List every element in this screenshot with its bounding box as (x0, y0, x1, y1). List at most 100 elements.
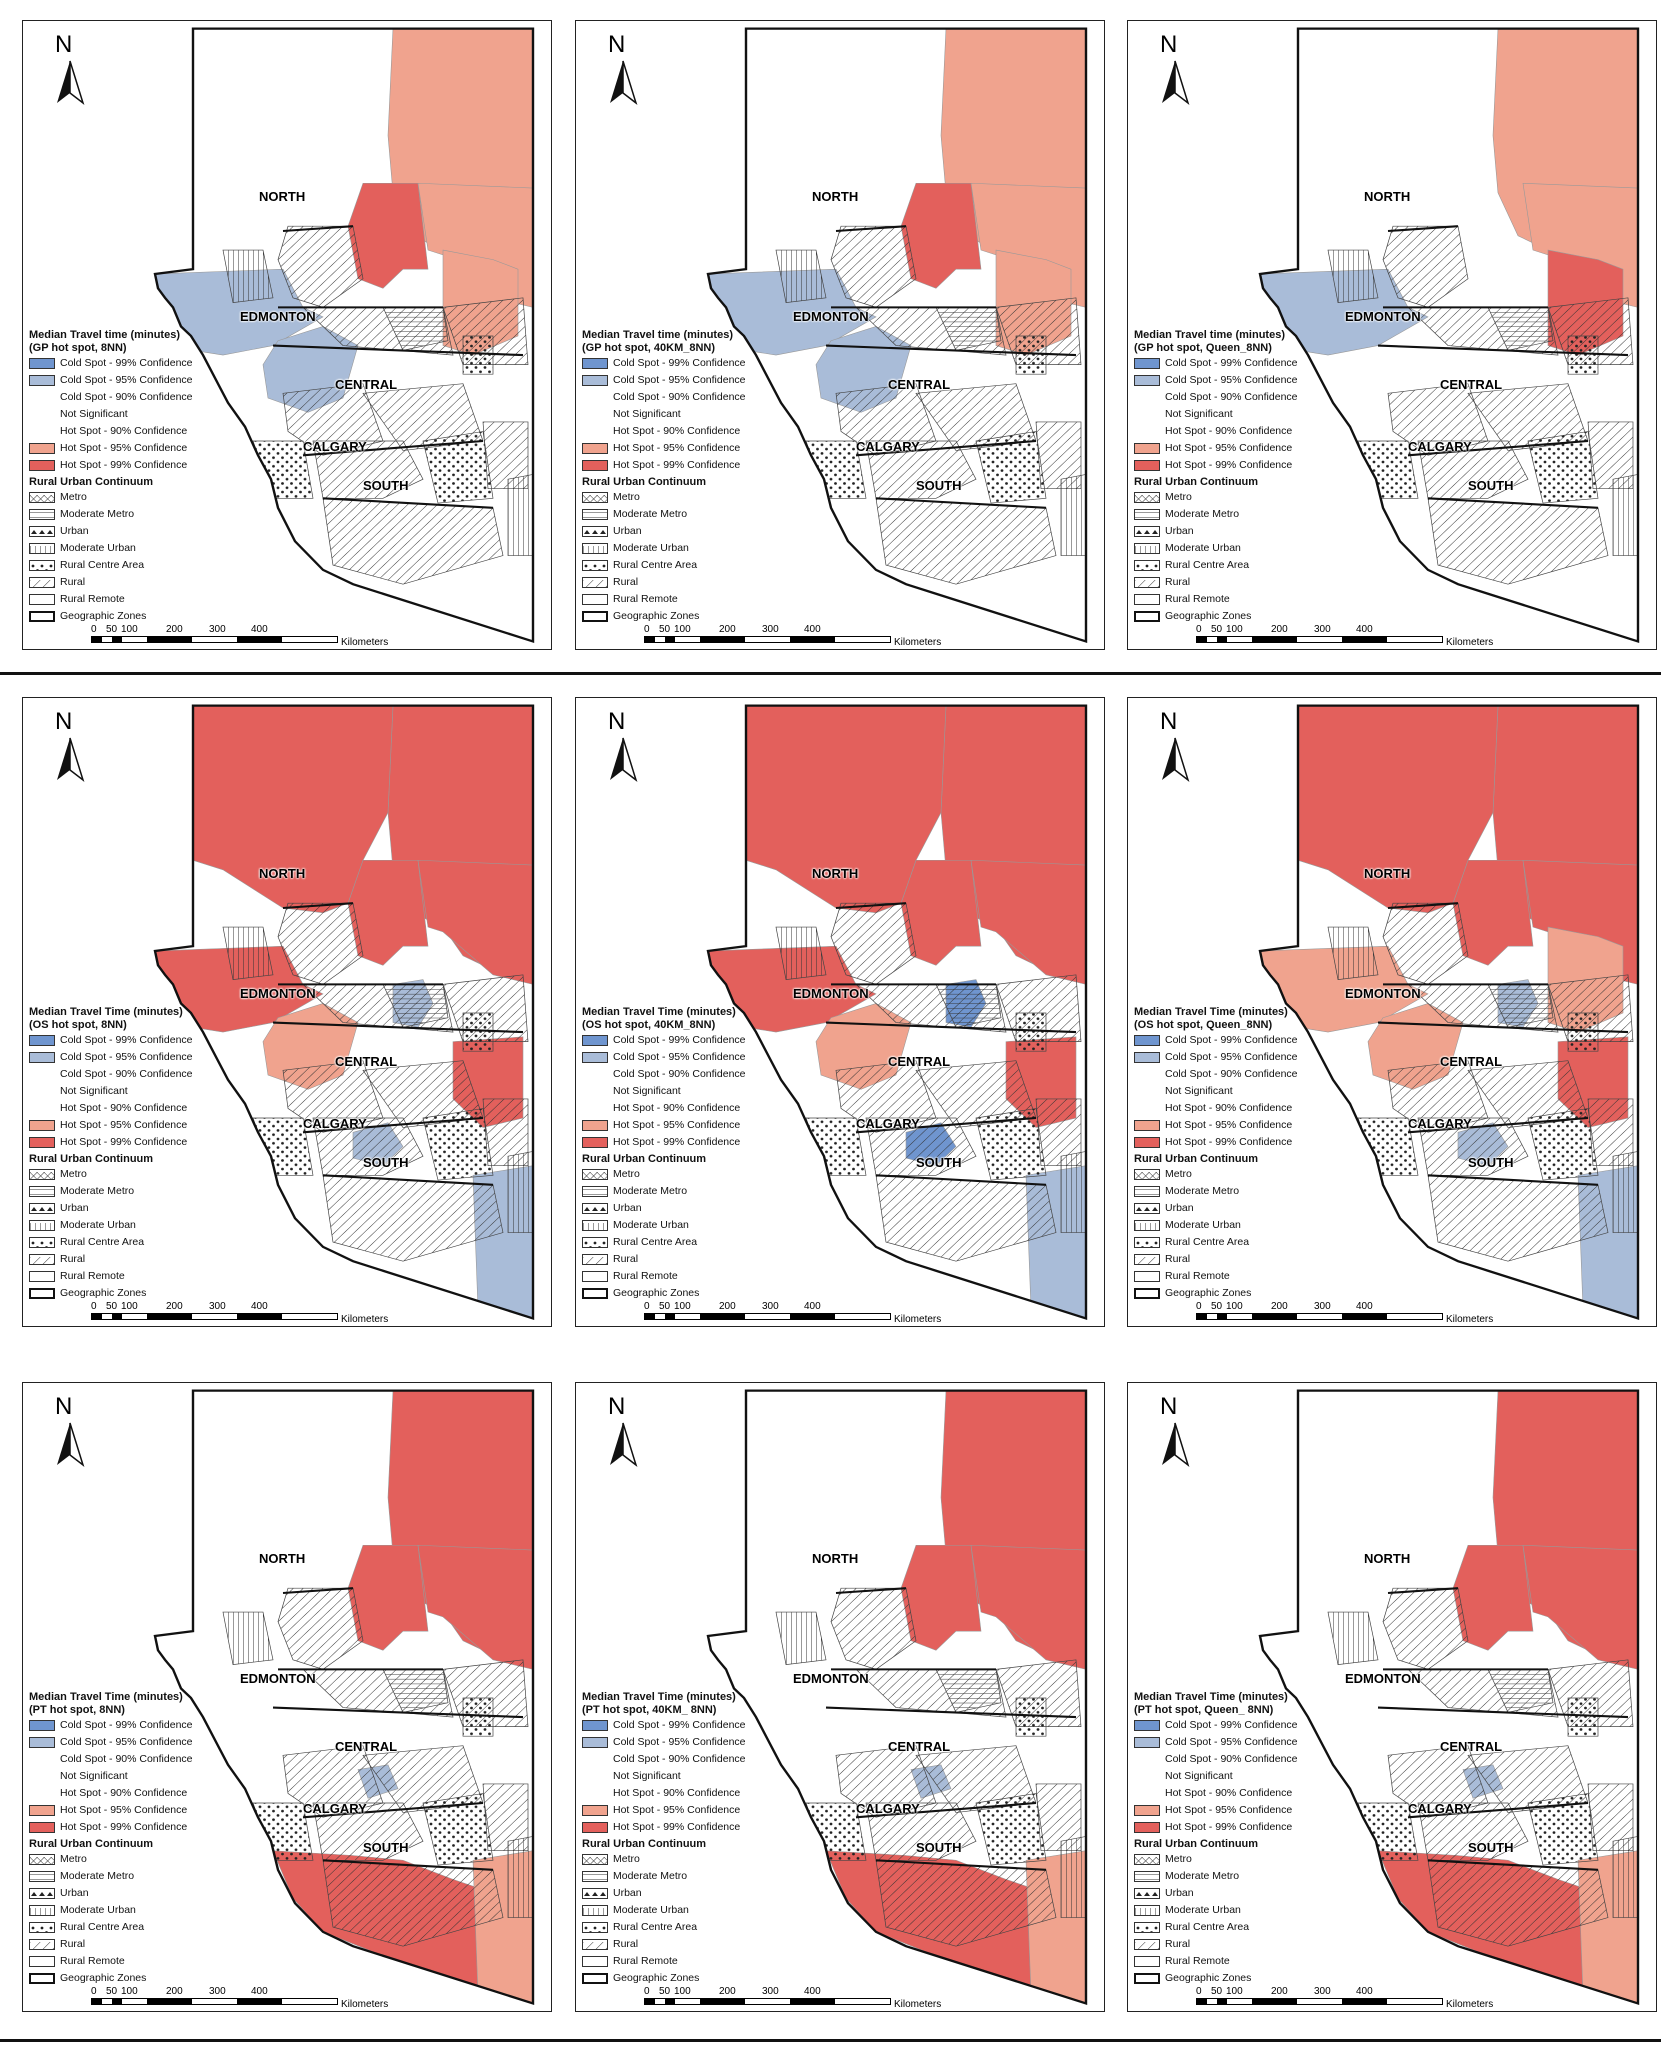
north-label: N (608, 1393, 626, 1420)
map-panel: N NORTH EDMONTON CENTRAL CALGARY SOUTH Median … (22, 697, 552, 1327)
ruc-legend-title: Rural Urban Continuum (29, 1153, 154, 1165)
map-legend: Median Travel time (minutes) (GP hot spot… (29, 329, 193, 625)
ruc-area (507, 1836, 533, 1918)
ruc-legend-item: Rural Remote (1134, 591, 1298, 608)
province-map (706, 1389, 1088, 2006)
legend-item: Not Significant (582, 1083, 746, 1100)
ruc-legend-item: Moderate Urban (1134, 540, 1298, 557)
zone-label-north: NORTH (259, 1551, 306, 1566)
zone-label-central: CENTRAL (335, 1739, 398, 1754)
legend-item: Cold Spot - 90% Confidence (1134, 1751, 1298, 1768)
legend-title: Median Travel Time (minutes) (1134, 1691, 1288, 1703)
zone-label-edmonton: EDMONTON (793, 986, 869, 1001)
zone-label-calgary: CALGARY (856, 1801, 920, 1816)
zone-label-edmonton: EDMONTON (240, 1671, 316, 1686)
north-arrow-icon: N (45, 708, 95, 788)
ruc-area (775, 926, 827, 980)
zone-label-edmonton: EDMONTON (793, 1671, 869, 1686)
ruc-legend-item: Urban (582, 1885, 746, 1902)
row-divider (0, 2039, 1661, 2042)
ruc-legend-item: Metro (29, 1851, 193, 1868)
ruc-area (422, 431, 494, 504)
ruc-legend-title: Rural Urban Continuum (1134, 1153, 1259, 1165)
legend-item: Cold Spot - 90% Confidence (29, 389, 193, 406)
zone-label-south: SOUTH (916, 1155, 962, 1170)
legend-item: Cold Spot - 90% Confidence (1134, 1066, 1298, 1083)
ruc-area (775, 1611, 827, 1665)
ruc-area (1567, 335, 1599, 375)
zone-label-edmonton: EDMONTON (240, 309, 316, 324)
row-divider (0, 672, 1661, 675)
ruc-legend-item: Urban (1134, 1200, 1298, 1217)
legend-item: Cold Spot - 95% Confidence (29, 372, 193, 389)
map-panel: N NORTH EDMONTON CENTRAL CALGARY SOUTH Median … (1127, 20, 1657, 650)
legend-item: Cold Spot - 90% Confidence (582, 1066, 746, 1083)
province-map (706, 27, 1088, 644)
legend-subtitle: (PT hot spot, Queen_ 8NN) (1134, 1704, 1274, 1716)
legend-item: Hot Spot - 90% Confidence (29, 1100, 193, 1117)
ruc-legend-item: Geographic Zones (1134, 1285, 1298, 1302)
scale-bar: 0 50 100 200 300 400 Kilometers (1196, 1301, 1494, 1325)
legend-item: Hot Spot - 95% Confidence (582, 1802, 746, 1819)
ruc-legend-item: Metro (1134, 1851, 1298, 1868)
ruc-legend-item: Metro (29, 489, 193, 506)
province-map (1258, 27, 1640, 644)
legend-item: Hot Spot - 90% Confidence (1134, 1785, 1298, 1802)
zone-label-central: CENTRAL (1440, 1739, 1503, 1754)
legend-title: Median Travel Time (minutes) (582, 1006, 736, 1018)
zone-boundaries (1377, 225, 1629, 509)
ruc-legend-title: Rural Urban Continuum (582, 1153, 707, 1165)
ruc-legend-item: Rural (29, 1251, 193, 1268)
map-legend: Median Travel Time (minutes) (OS hot spot… (29, 1006, 193, 1302)
zone-label-central: CENTRAL (335, 1054, 398, 1069)
ruc-area (312, 1117, 424, 1176)
legend-item: Hot Spot - 90% Confidence (582, 423, 746, 440)
ruc-area (1417, 440, 1529, 499)
legend-item: Not Significant (1134, 406, 1298, 423)
legend-item: Cold Spot - 99% Confidence (582, 1032, 746, 1049)
ruc-area (222, 249, 274, 303)
ruc-area (975, 1793, 1047, 1866)
ruc-legend-item: Rural Centre Area (1134, 1919, 1298, 1936)
legend-item: Hot Spot - 90% Confidence (29, 1785, 193, 1802)
zone-label-south: SOUTH (1468, 1840, 1514, 1855)
ruc-legend-item: Moderate Urban (29, 540, 193, 557)
legend-item: Hot Spot - 95% Confidence (29, 1117, 193, 1134)
ruc-legend-item: Rural Centre Area (582, 1234, 746, 1251)
legend-item: Cold Spot - 95% Confidence (1134, 372, 1298, 389)
zone-label-south: SOUTH (1468, 1155, 1514, 1170)
zone-boundaries (1377, 1587, 1629, 1871)
ruc-legend-item: Moderate Metro (1134, 1868, 1298, 1885)
ruc-legend-item: Moderate Urban (582, 540, 746, 557)
zone-label-calgary: CALGARY (1408, 1801, 1472, 1816)
zone-boundaries (825, 1587, 1077, 1871)
north-label: N (608, 708, 626, 735)
zone-label-edmonton: EDMONTON (1345, 986, 1421, 1001)
ruc-area (1015, 1697, 1047, 1737)
legend-item: Not Significant (29, 1768, 193, 1785)
zone-label-north: NORTH (812, 866, 859, 881)
legend-item: Hot Spot - 95% Confidence (29, 1802, 193, 1819)
map-legend: Median Travel Time (minutes) (PT hot spot… (582, 1691, 746, 1987)
scale-bar: 0 50 100 200 300 400 Kilometers (91, 1986, 389, 2010)
legend-item: Not Significant (29, 1083, 193, 1100)
ruc-legend-item: Geographic Zones (582, 1285, 746, 1302)
zone-boundaries (825, 902, 1077, 1186)
legend-item: Hot Spot - 99% Confidence (1134, 1819, 1298, 1836)
ruc-legend-item: Rural (582, 1251, 746, 1268)
ruc-area (1612, 474, 1638, 556)
ruc-area (462, 335, 494, 375)
ruc-legend-item: Rural (582, 574, 746, 591)
ruc-legend-item: Moderate Urban (29, 1902, 193, 1919)
ruc-area (1060, 1151, 1086, 1233)
legend-item: Cold Spot - 95% Confidence (29, 1734, 193, 1751)
ruc-area (422, 1108, 494, 1181)
ruc-legend-item: Rural Remote (582, 1953, 746, 1970)
province-map (1258, 1389, 1640, 2006)
legend-item: Cold Spot - 95% Confidence (29, 1049, 193, 1066)
ruc-area (975, 431, 1047, 504)
zone-label-central: CENTRAL (335, 377, 398, 392)
province-outline (153, 27, 535, 644)
north-arrow-icon: N (598, 708, 648, 788)
zone-label-calgary: CALGARY (1408, 439, 1472, 454)
